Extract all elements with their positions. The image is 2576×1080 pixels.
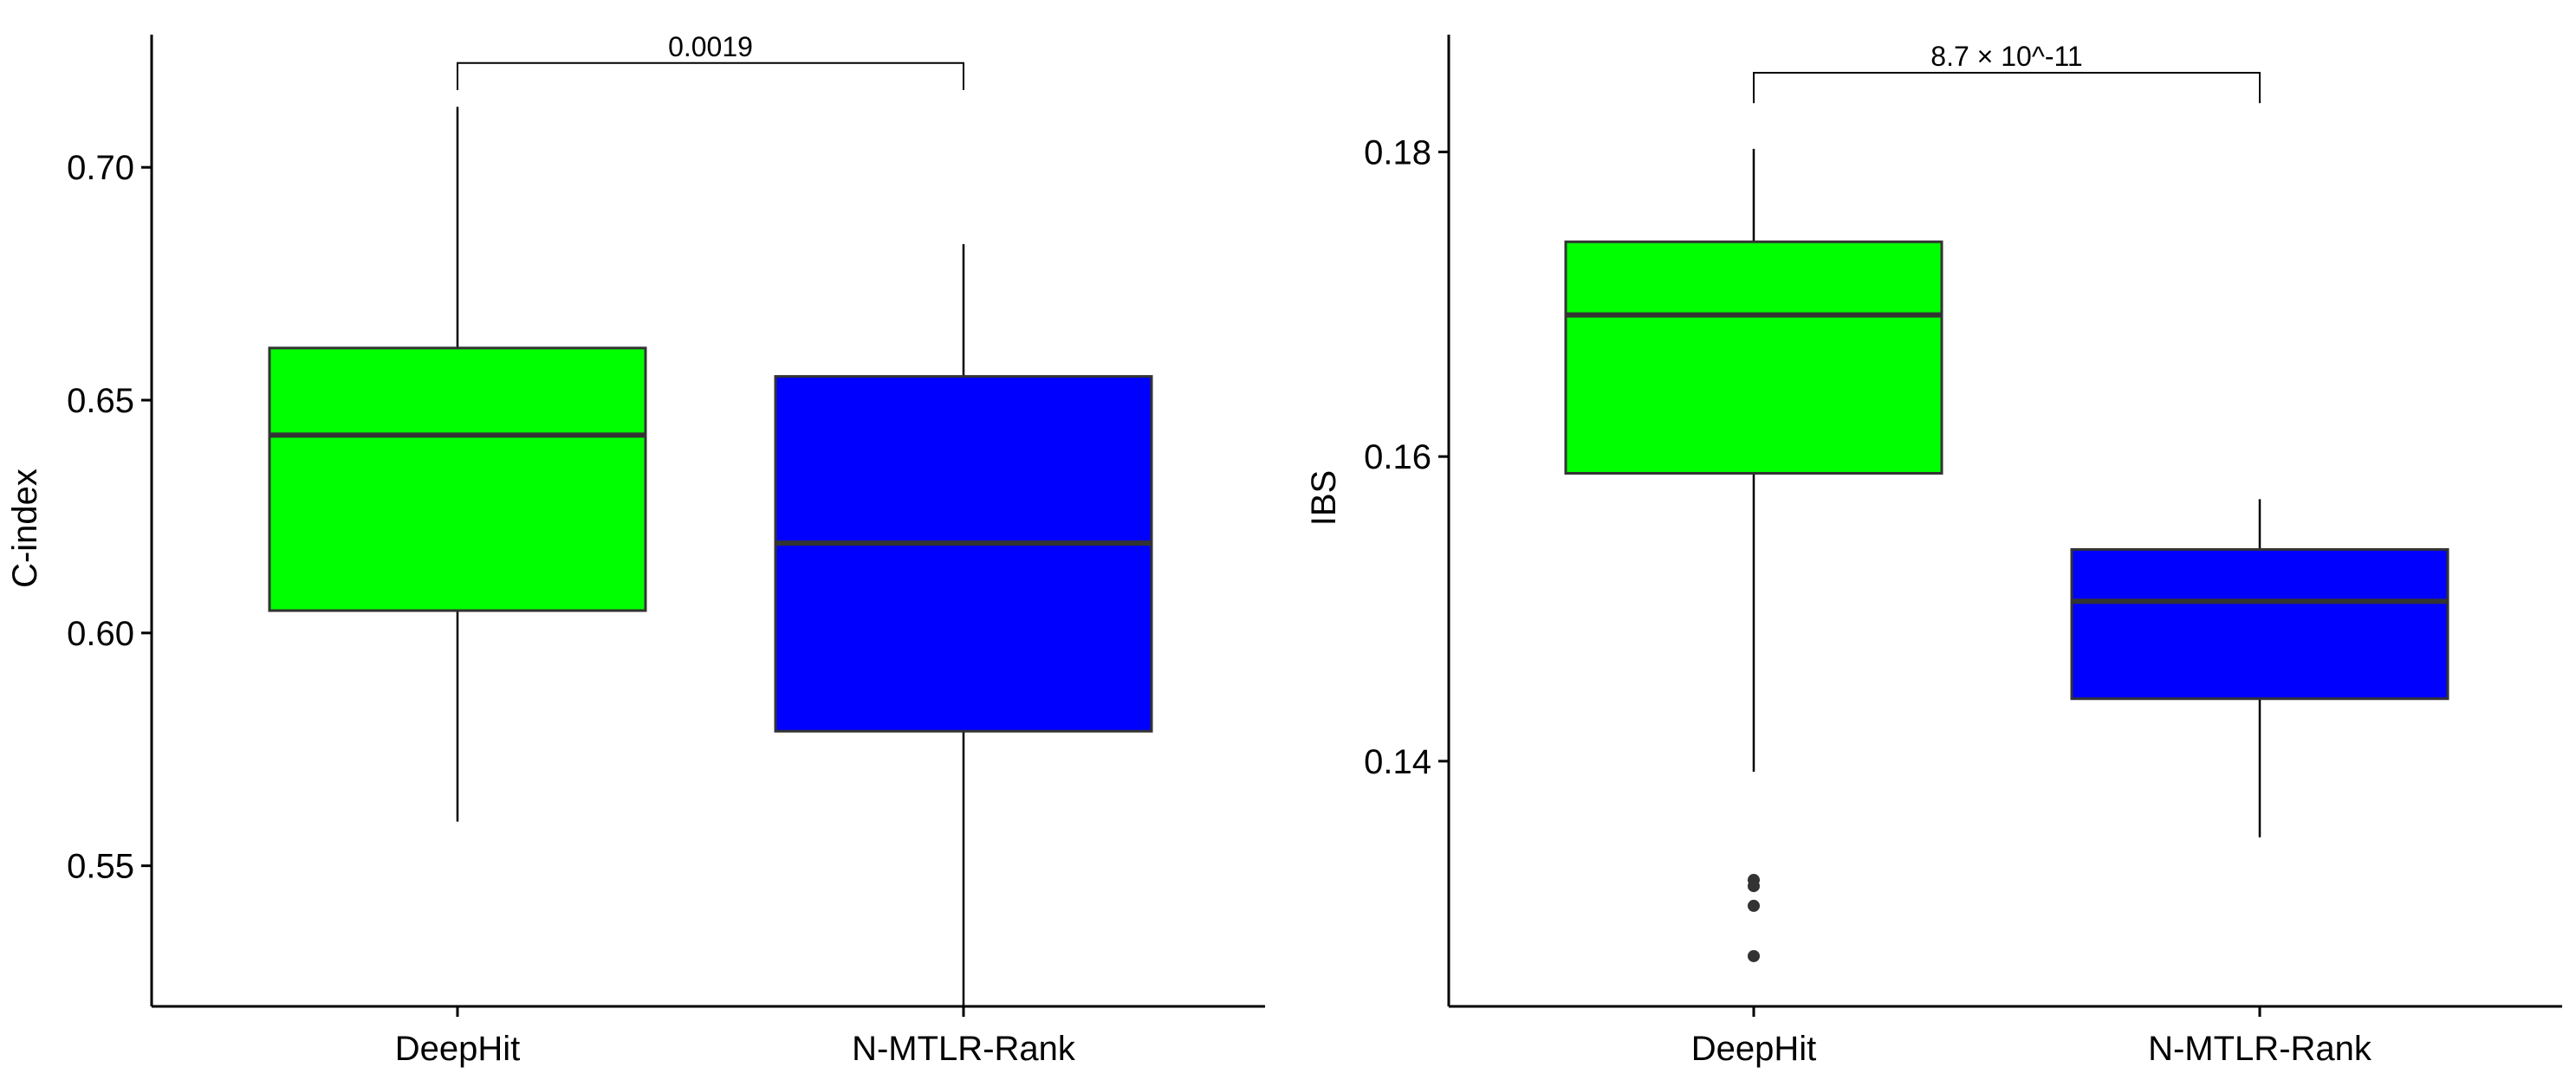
bracket-line — [457, 61, 964, 90]
outlier-point — [1748, 880, 1760, 893]
x-tick-label: DeepHit — [1691, 1030, 1817, 1068]
outlier-point — [1748, 899, 1760, 912]
iqr-box — [1564, 240, 1943, 475]
box-n-mtlr-rank — [2070, 499, 2449, 837]
y-tick-label: 0.70 — [67, 149, 134, 187]
y-tick-label: 0.60 — [67, 615, 134, 653]
y-tick-label: 0.65 — [67, 382, 134, 420]
box-deephit — [268, 107, 647, 822]
panel-ibs: 0.14 0.16 0.18 IBS DeepHit N-MTLR-Rank 8.7 × 1… — [1305, 35, 2562, 1068]
y-tick-label: 0.55 — [67, 848, 134, 886]
bracket-line — [1753, 71, 2261, 104]
significance-label: 0.0019 — [668, 31, 753, 62]
y-tick-label: 0.16 — [1364, 438, 1431, 476]
y-tick-label: 0.18 — [1364, 133, 1431, 171]
x-tick-label: N-MTLR-Rank — [2148, 1030, 2372, 1068]
significance-bracket: 8.7 × 10^-11 — [1753, 41, 2261, 104]
panel-c-index: 0.55 0.60 0.65 0.70 C-index DeepHit N-MTLR-Ran… — [6, 31, 1265, 1068]
y-axis-title: IBS — [1305, 470, 1343, 526]
x-tick-label: DeepHit — [395, 1030, 521, 1068]
iqr-box — [774, 375, 1153, 733]
iqr-box — [268, 346, 647, 612]
outlier-point — [1748, 949, 1760, 962]
y-axis-title: C-index — [6, 469, 44, 588]
y-tick-label: 0.14 — [1364, 743, 1431, 781]
significance-bracket: 0.0019 — [457, 31, 964, 90]
box-deephit — [1564, 148, 1943, 962]
iqr-box — [2070, 547, 2449, 701]
x-tick-label: N-MTLR-Rank — [852, 1030, 1076, 1068]
significance-label: 8.7 × 10^-11 — [1930, 41, 2082, 72]
box-n-mtlr-rank — [774, 243, 1153, 1008]
